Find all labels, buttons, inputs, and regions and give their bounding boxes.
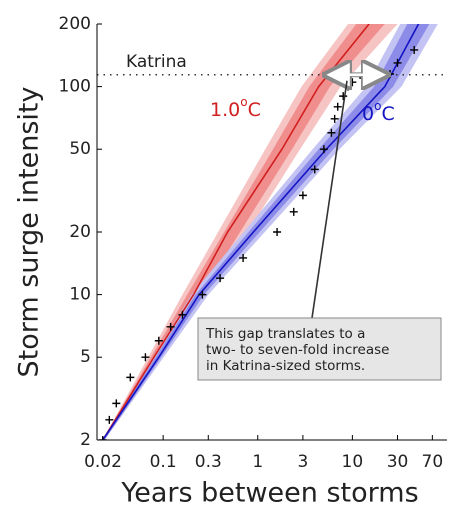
y-axis-label: Storm surge intensity — [14, 87, 45, 378]
y-tick-label: 50 — [69, 139, 91, 159]
x-tick-label: 10 — [342, 452, 364, 472]
observed-point — [239, 253, 248, 262]
x-tick-label: 0.3 — [195, 452, 222, 472]
x-tick-label: 0.02 — [84, 452, 122, 472]
callout-text: in Katrina-sized storms. — [206, 358, 365, 374]
y-tick-label: 100 — [59, 77, 91, 97]
y-tick-label: 20 — [69, 222, 91, 242]
observed-point — [154, 336, 163, 345]
series-label-part: C — [248, 99, 261, 121]
observed-point — [98, 436, 107, 440]
confidence-band — [102, 24, 430, 440]
model-line — [102, 24, 370, 440]
plot-area — [98, 24, 438, 440]
x-tick-label: 70 — [422, 452, 444, 472]
series-label: 0oC — [362, 99, 395, 125]
observed-point — [105, 415, 114, 424]
series-label: 1.0oC — [210, 95, 261, 121]
observed-point — [141, 353, 150, 362]
observed-point — [333, 102, 342, 111]
callout-pointer — [311, 80, 348, 319]
x-tick-label: 3 — [297, 452, 308, 472]
katrina-label: Katrina — [126, 52, 187, 72]
observed-point — [112, 399, 121, 408]
confidence-band — [102, 24, 438, 440]
observed-point — [339, 92, 348, 101]
x-axis-label: Years between storms — [120, 478, 418, 509]
observed-point — [273, 228, 282, 236]
x-tick-label: 1 — [252, 452, 263, 472]
observed-point — [126, 373, 135, 382]
series-label-part: o — [240, 95, 247, 109]
callout-text: This gap translates to a — [205, 326, 365, 342]
y-tick-label: 2 — [80, 430, 91, 450]
observed-point — [348, 78, 357, 87]
y-tick-label: 10 — [69, 285, 91, 305]
observed-point — [216, 274, 225, 283]
model-line — [102, 24, 420, 440]
series-label-part: 0 — [362, 103, 374, 125]
callout-box — [197, 317, 442, 381]
series-label-part: o — [374, 99, 381, 113]
y-tick-label: 200 — [59, 14, 91, 34]
series-label-part: 1.0 — [210, 99, 240, 121]
observed-point — [298, 191, 307, 200]
observed-point — [327, 128, 336, 137]
observed-point — [319, 145, 328, 154]
y-tick-label: 5 — [80, 347, 91, 367]
observed-point — [178, 310, 187, 319]
x-tick-label: 0.1 — [150, 452, 177, 472]
observed-point — [310, 165, 319, 174]
observed-point — [410, 45, 419, 54]
x-tick-label: 30 — [387, 452, 409, 472]
series-label-part: C — [381, 103, 394, 125]
observed-point — [330, 114, 339, 123]
callout-text: two- to seven-fold increase — [206, 342, 389, 358]
observed-point — [166, 322, 175, 331]
observed-point — [289, 207, 298, 216]
observed-point — [393, 58, 402, 67]
observed-point — [198, 290, 207, 299]
